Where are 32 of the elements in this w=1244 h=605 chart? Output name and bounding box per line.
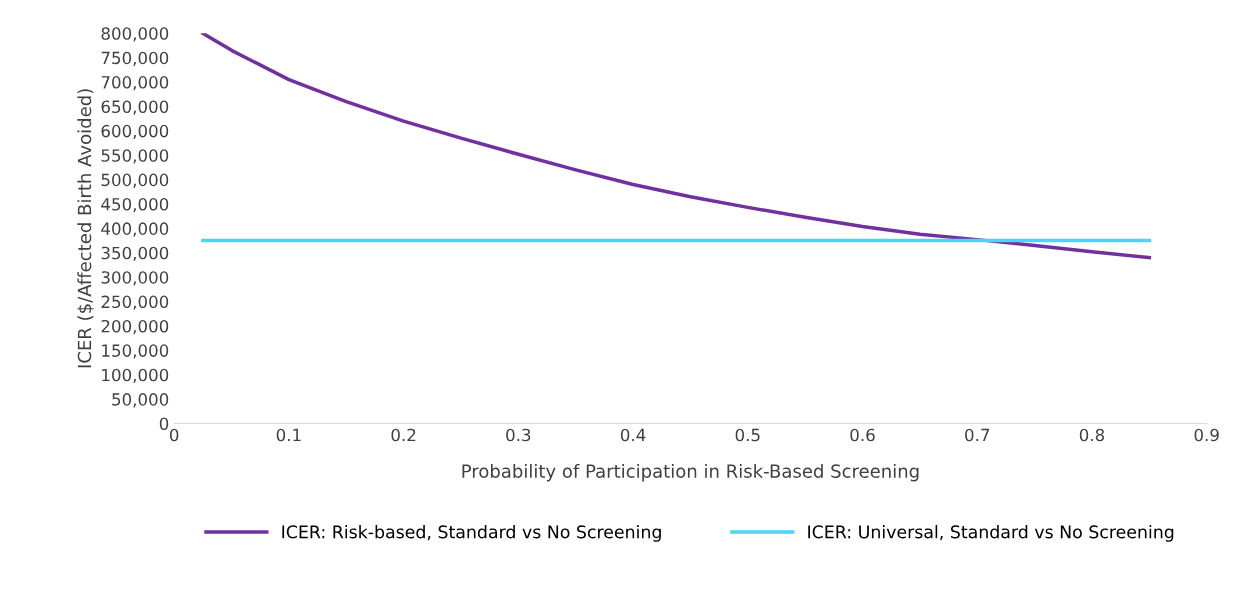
y-tick-label: 400,000 [101,222,169,237]
y-tick-label: 150,000 [102,344,169,359]
x-axis-title: Probability of Participation in Risk-Based Screening [462,463,919,482]
y-tick-label: 0 [159,417,169,431]
x-tick-label: 0.2 [391,428,416,442]
y-tick-label: 700,000 [101,76,169,91]
x-tick-label: 0.8 [1079,428,1105,442]
x-tick-label: 0.7 [965,428,990,442]
y-tick-label: 300,000 [101,271,169,286]
legend-label: ICER: Universal, Standard vs No Screening [808,524,1174,542]
x-tick-label: 0.4 [620,428,646,442]
y-tick-label: 250,000 [101,295,169,310]
y-tick-label: 450,000 [101,197,169,213]
y-tick-label: 50,000 [112,393,169,408]
y-tick-label: 500,000 [101,173,169,188]
y-tick-label: 350,000 [101,246,169,262]
y-tick-label: 800,000 [101,27,169,42]
x-tick-label: 0.1 [276,428,301,442]
legend-label: ICER: Risk-based, Standard vs No Screening [282,524,661,542]
line-series [201,33,1152,260]
y-tick-label: 600,000 [101,124,169,140]
y-tick-label: 550,000 [101,149,169,164]
x-tick-label: 0.3 [506,428,531,442]
x-tick-label: 0.9 [1194,428,1219,442]
x-tick-label: 0.5 [735,428,760,442]
y-tick-label: 650,000 [101,100,169,115]
y-axis-title: ICER ($/Affected Birth Avoided) [77,89,94,368]
x-tick-label: 0.6 [850,428,875,442]
y-tick-label: 100,000 [102,368,169,383]
y-tick-label: 750,000 [101,51,169,66]
x-tick-label: 0 [169,428,179,442]
y-tick-label: 200,000 [101,319,169,335]
